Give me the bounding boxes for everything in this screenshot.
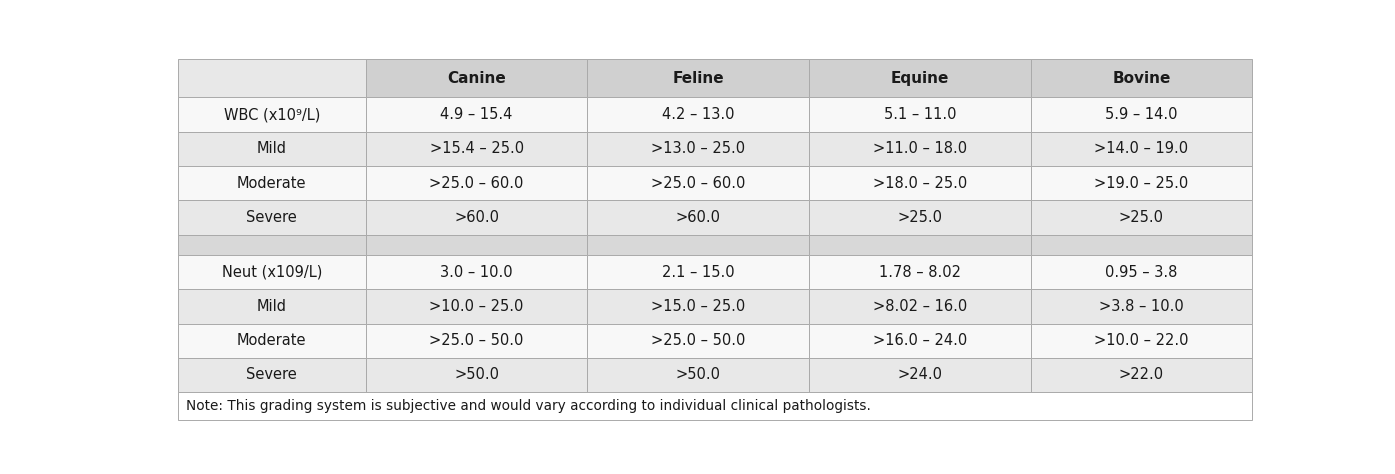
FancyBboxPatch shape <box>177 98 365 132</box>
Text: 4.2 – 13.0: 4.2 – 13.0 <box>663 107 735 122</box>
Text: Mild: Mild <box>257 299 287 314</box>
Text: 2.1 – 15.0: 2.1 – 15.0 <box>663 264 735 280</box>
FancyBboxPatch shape <box>177 166 365 200</box>
FancyBboxPatch shape <box>587 324 809 358</box>
Text: >15.4 – 25.0: >15.4 – 25.0 <box>430 141 523 156</box>
Text: >22.0: >22.0 <box>1119 367 1163 383</box>
FancyBboxPatch shape <box>587 255 809 289</box>
FancyBboxPatch shape <box>365 166 587 200</box>
Text: >10.0 – 22.0: >10.0 – 22.0 <box>1094 333 1189 348</box>
Text: >50.0: >50.0 <box>675 367 721 383</box>
FancyBboxPatch shape <box>365 255 587 289</box>
Text: >25.0: >25.0 <box>1119 210 1163 225</box>
FancyBboxPatch shape <box>177 59 365 98</box>
Text: 3.0 – 10.0: 3.0 – 10.0 <box>441 264 513 280</box>
Text: >10.0 – 25.0: >10.0 – 25.0 <box>430 299 525 314</box>
Text: Moderate: Moderate <box>237 176 307 191</box>
Text: >60.0: >60.0 <box>455 210 499 225</box>
FancyBboxPatch shape <box>809 166 1031 200</box>
Text: Canine: Canine <box>448 71 506 86</box>
FancyBboxPatch shape <box>177 324 365 358</box>
Text: >15.0 – 25.0: >15.0 – 25.0 <box>651 299 745 314</box>
FancyBboxPatch shape <box>809 289 1031 324</box>
FancyBboxPatch shape <box>365 98 587 132</box>
FancyBboxPatch shape <box>365 324 587 358</box>
Text: WBC (x10⁹/L): WBC (x10⁹/L) <box>223 107 319 122</box>
Text: >25.0 – 60.0: >25.0 – 60.0 <box>651 176 745 191</box>
Text: >13.0 – 25.0: >13.0 – 25.0 <box>651 141 745 156</box>
FancyBboxPatch shape <box>1031 166 1253 200</box>
Text: Severe: Severe <box>247 210 297 225</box>
Text: Bovine: Bovine <box>1112 71 1170 86</box>
Text: 0.95 – 3.8: 0.95 – 3.8 <box>1105 264 1177 280</box>
FancyBboxPatch shape <box>177 200 365 235</box>
Text: >16.0 – 24.0: >16.0 – 24.0 <box>873 333 967 348</box>
FancyBboxPatch shape <box>809 132 1031 166</box>
Text: >25.0 – 60.0: >25.0 – 60.0 <box>430 176 525 191</box>
FancyBboxPatch shape <box>177 358 365 392</box>
FancyBboxPatch shape <box>1031 200 1253 235</box>
FancyBboxPatch shape <box>1031 235 1253 255</box>
FancyBboxPatch shape <box>1031 255 1253 289</box>
FancyBboxPatch shape <box>1031 132 1253 166</box>
FancyBboxPatch shape <box>587 235 809 255</box>
Text: Feline: Feline <box>672 71 724 86</box>
FancyBboxPatch shape <box>365 200 587 235</box>
FancyBboxPatch shape <box>809 358 1031 392</box>
Text: Mild: Mild <box>257 141 287 156</box>
Text: 5.1 – 11.0: 5.1 – 11.0 <box>883 107 956 122</box>
FancyBboxPatch shape <box>365 235 587 255</box>
FancyBboxPatch shape <box>587 59 809 98</box>
FancyBboxPatch shape <box>587 200 809 235</box>
FancyBboxPatch shape <box>587 289 809 324</box>
FancyBboxPatch shape <box>1031 358 1253 392</box>
FancyBboxPatch shape <box>177 132 365 166</box>
FancyBboxPatch shape <box>809 255 1031 289</box>
FancyBboxPatch shape <box>365 289 587 324</box>
FancyBboxPatch shape <box>1031 289 1253 324</box>
FancyBboxPatch shape <box>587 358 809 392</box>
FancyBboxPatch shape <box>365 358 587 392</box>
Text: >19.0 – 25.0: >19.0 – 25.0 <box>1094 176 1189 191</box>
FancyBboxPatch shape <box>1031 98 1253 132</box>
FancyBboxPatch shape <box>365 132 587 166</box>
FancyBboxPatch shape <box>177 392 1253 420</box>
Text: >11.0 – 18.0: >11.0 – 18.0 <box>873 141 967 156</box>
FancyBboxPatch shape <box>809 200 1031 235</box>
Text: Neut (x109/L): Neut (x109/L) <box>222 264 322 280</box>
Text: Note: This grading system is subjective and would vary according to individual c: Note: This grading system is subjective … <box>187 399 870 413</box>
Text: Moderate: Moderate <box>237 333 307 348</box>
Text: 1.78 – 8.02: 1.78 – 8.02 <box>879 264 961 280</box>
FancyBboxPatch shape <box>809 59 1031 98</box>
Text: >25.0 – 50.0: >25.0 – 50.0 <box>651 333 745 348</box>
Text: >50.0: >50.0 <box>455 367 499 383</box>
Text: >18.0 – 25.0: >18.0 – 25.0 <box>873 176 967 191</box>
FancyBboxPatch shape <box>1031 59 1253 98</box>
Text: >3.8 – 10.0: >3.8 – 10.0 <box>1099 299 1184 314</box>
Text: Severe: Severe <box>247 367 297 383</box>
Text: 5.9 – 14.0: 5.9 – 14.0 <box>1105 107 1177 122</box>
FancyBboxPatch shape <box>809 98 1031 132</box>
Text: >60.0: >60.0 <box>675 210 721 225</box>
FancyBboxPatch shape <box>587 166 809 200</box>
FancyBboxPatch shape <box>587 98 809 132</box>
Text: >25.0 – 50.0: >25.0 – 50.0 <box>430 333 525 348</box>
Text: >25.0: >25.0 <box>897 210 943 225</box>
FancyBboxPatch shape <box>177 255 365 289</box>
Text: 4.9 – 15.4: 4.9 – 15.4 <box>441 107 513 122</box>
FancyBboxPatch shape <box>809 235 1031 255</box>
FancyBboxPatch shape <box>587 132 809 166</box>
FancyBboxPatch shape <box>177 235 365 255</box>
FancyBboxPatch shape <box>365 59 587 98</box>
Text: >14.0 – 19.0: >14.0 – 19.0 <box>1095 141 1189 156</box>
Text: >8.02 – 16.0: >8.02 – 16.0 <box>873 299 967 314</box>
Text: >24.0: >24.0 <box>897 367 943 383</box>
Text: Equine: Equine <box>890 71 949 86</box>
FancyBboxPatch shape <box>809 324 1031 358</box>
FancyBboxPatch shape <box>1031 324 1253 358</box>
FancyBboxPatch shape <box>177 289 365 324</box>
